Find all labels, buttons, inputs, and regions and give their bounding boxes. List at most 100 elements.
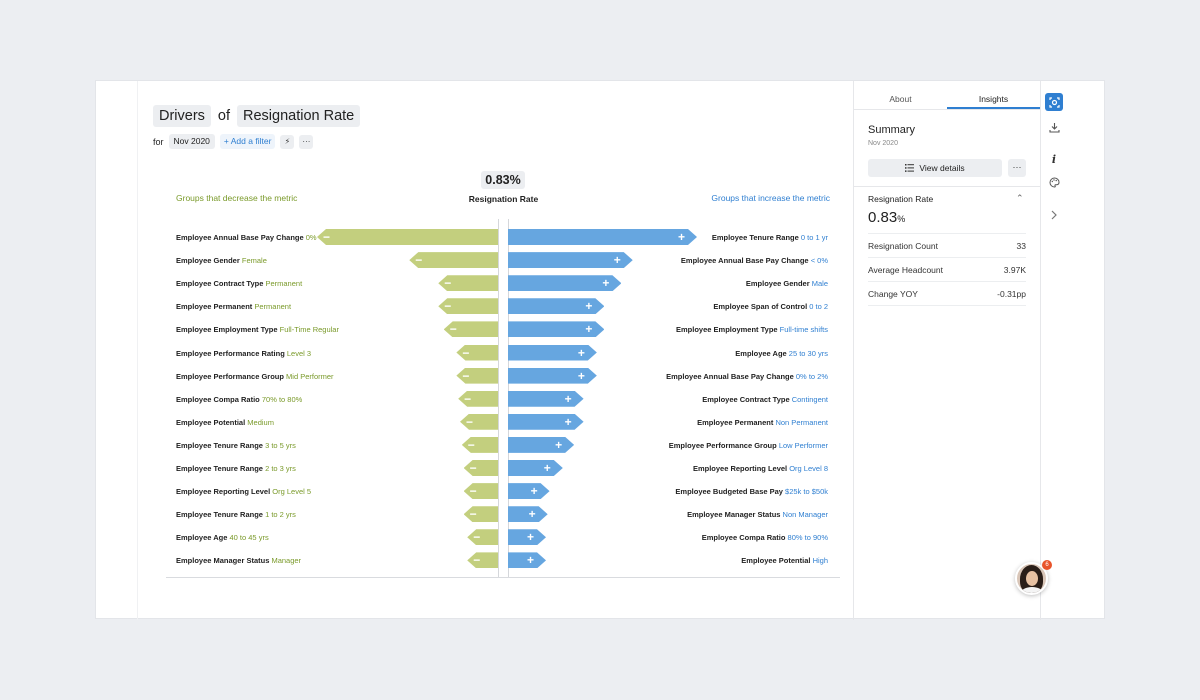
metric-chip[interactable]: Resignation Rate xyxy=(237,105,361,127)
metric-value: 0.83% xyxy=(868,209,905,226)
minus-icon: − xyxy=(467,437,475,452)
increase-bar[interactable]: + xyxy=(508,321,604,337)
plus-icon: + xyxy=(585,322,593,337)
decrease-bar[interactable]: − xyxy=(438,298,498,315)
add-filter-button[interactable]: + Add a filter xyxy=(219,134,276,149)
increase-dimension: Employee Annual Base Pay Change xyxy=(680,256,811,266)
minus-icon: − xyxy=(462,345,470,360)
plus-icon: + xyxy=(564,414,572,429)
decrease-group: 0% xyxy=(305,233,317,242)
increase-group: Contingent xyxy=(791,394,828,404)
info-icon[interactable]: i xyxy=(1051,152,1057,166)
increase-label: Employee Potential High xyxy=(741,556,828,565)
increase-label: Employee Reporting Level Org Level 8 xyxy=(693,464,828,473)
minus-icon: − xyxy=(444,299,452,314)
decrease-bar[interactable]: − xyxy=(409,252,498,269)
drivers-chip[interactable]: Drivers xyxy=(153,105,211,127)
increase-dimension: Employee Age xyxy=(735,348,789,358)
plus-icon: + xyxy=(577,345,585,360)
increase-dimension: Employee Tenure Range xyxy=(711,233,801,242)
increase-label: Employee Contract Type Contingent xyxy=(702,395,828,404)
summary-more-button[interactable]: ··· xyxy=(1008,159,1026,177)
lightning-icon[interactable]: ⚡ xyxy=(280,134,295,149)
decrease-bar[interactable]: − xyxy=(438,275,498,292)
minus-icon: − xyxy=(323,230,331,244)
increase-bar[interactable]: + xyxy=(508,529,546,545)
increase-bar[interactable]: + xyxy=(508,391,584,407)
increase-bar[interactable]: + xyxy=(508,483,550,499)
increase-bar[interactable]: + xyxy=(508,506,548,522)
axis-left xyxy=(498,219,499,578)
assistant-avatar[interactable] xyxy=(1015,562,1048,595)
decrease-group: Permanent xyxy=(254,302,292,312)
decrease-group: 1 to 2 yrs xyxy=(265,510,296,520)
increase-dimension: Employee Gender xyxy=(745,279,812,289)
stat-label: Resignation Count xyxy=(868,241,938,251)
increase-label: Employee Performance Group Low Performer xyxy=(669,441,828,450)
increase-bar[interactable]: + xyxy=(508,345,597,361)
minus-icon: − xyxy=(469,461,477,475)
section-divider xyxy=(854,186,1040,187)
decrease-dimension: Employee Reporting Level xyxy=(176,487,273,497)
page-title: Drivers of Resignation Rate xyxy=(153,105,361,127)
headline-value: 0.83% xyxy=(481,171,525,189)
stat-value: 33 xyxy=(1016,241,1026,251)
increase-bar[interactable]: + xyxy=(508,437,574,453)
increase-bar[interactable]: + xyxy=(508,229,697,245)
decrease-bar[interactable]: − xyxy=(463,483,498,500)
increase-bar[interactable]: + xyxy=(508,368,597,384)
summary-title: Summary xyxy=(868,124,916,136)
decrease-label: Employee Potential Medium xyxy=(176,418,274,427)
tab-about[interactable]: About xyxy=(889,94,912,104)
chevron-right-icon[interactable] xyxy=(1045,206,1063,224)
decrease-label: Employee Manager Status Manager xyxy=(176,556,301,565)
decrease-group: 2 to 3 yrs xyxy=(265,464,296,473)
increase-group: Non Manager xyxy=(782,510,828,520)
plus-icon: + xyxy=(526,553,534,568)
minus-icon: − xyxy=(469,484,477,499)
insights-focus-icon[interactable] xyxy=(1045,93,1063,111)
collapse-chevron-icon[interactable]: ⌃ xyxy=(1016,193,1024,203)
increase-bar[interactable]: + xyxy=(508,414,584,430)
decrease-bar[interactable]: − xyxy=(456,367,498,384)
decrease-bar[interactable]: − xyxy=(463,506,498,523)
decrease-group: Level 3 xyxy=(286,348,312,358)
tab-insights[interactable]: Insights xyxy=(947,89,1040,109)
increase-bar[interactable]: + xyxy=(508,252,633,268)
decrease-bar[interactable]: − xyxy=(461,436,498,453)
decrease-dimension: Employee Tenure Range xyxy=(176,464,266,473)
decrease-bar[interactable]: − xyxy=(458,390,498,407)
period-chip[interactable]: Nov 2020 xyxy=(168,134,215,149)
decrease-bar[interactable]: − xyxy=(443,321,498,338)
increase-bar[interactable]: + xyxy=(508,298,604,314)
increase-bar[interactable]: + xyxy=(508,460,563,476)
decrease-dimension: Employee Performance Group xyxy=(176,371,287,381)
increase-group: 25 to 30 yrs xyxy=(788,348,828,358)
decrease-bar[interactable]: − xyxy=(459,413,498,430)
minus-icon: − xyxy=(444,276,452,291)
view-details-button[interactable]: View details xyxy=(868,159,1002,177)
minus-icon: − xyxy=(473,530,481,545)
increase-label: Employee Tenure Range 0 to 1 yr xyxy=(712,233,828,242)
increase-label: Employee Annual Base Pay Change < 0% xyxy=(681,256,828,265)
decrease-label: Employee Performance Group Mid Performer xyxy=(176,372,334,381)
more-options-icon[interactable]: ··· xyxy=(299,134,314,149)
increase-bar[interactable]: + xyxy=(508,552,546,568)
palette-icon[interactable] xyxy=(1045,173,1063,191)
decrease-bar[interactable]: − xyxy=(456,344,498,361)
panel-tabs: About Insights xyxy=(854,89,1040,109)
increase-bar[interactable]: + xyxy=(508,275,621,291)
decrease-bar[interactable]: − xyxy=(463,460,498,476)
decrease-bar[interactable]: − xyxy=(467,552,498,569)
increase-dimension: Employee Performance Group xyxy=(668,440,779,450)
panel-divider xyxy=(853,81,854,620)
increase-label: Employee Annual Base Pay Change 0% to 2% xyxy=(666,372,828,381)
row-divider xyxy=(868,281,1026,282)
stat-label: Average Headcount xyxy=(868,265,943,275)
decrease-group: Org Level 5 xyxy=(272,487,312,497)
plus-icon: + xyxy=(585,299,593,314)
decrease-bar[interactable]: − xyxy=(467,529,498,546)
decrease-bar[interactable]: − xyxy=(317,229,498,245)
palette-glyph xyxy=(1049,176,1059,188)
download-icon[interactable] xyxy=(1045,118,1063,136)
